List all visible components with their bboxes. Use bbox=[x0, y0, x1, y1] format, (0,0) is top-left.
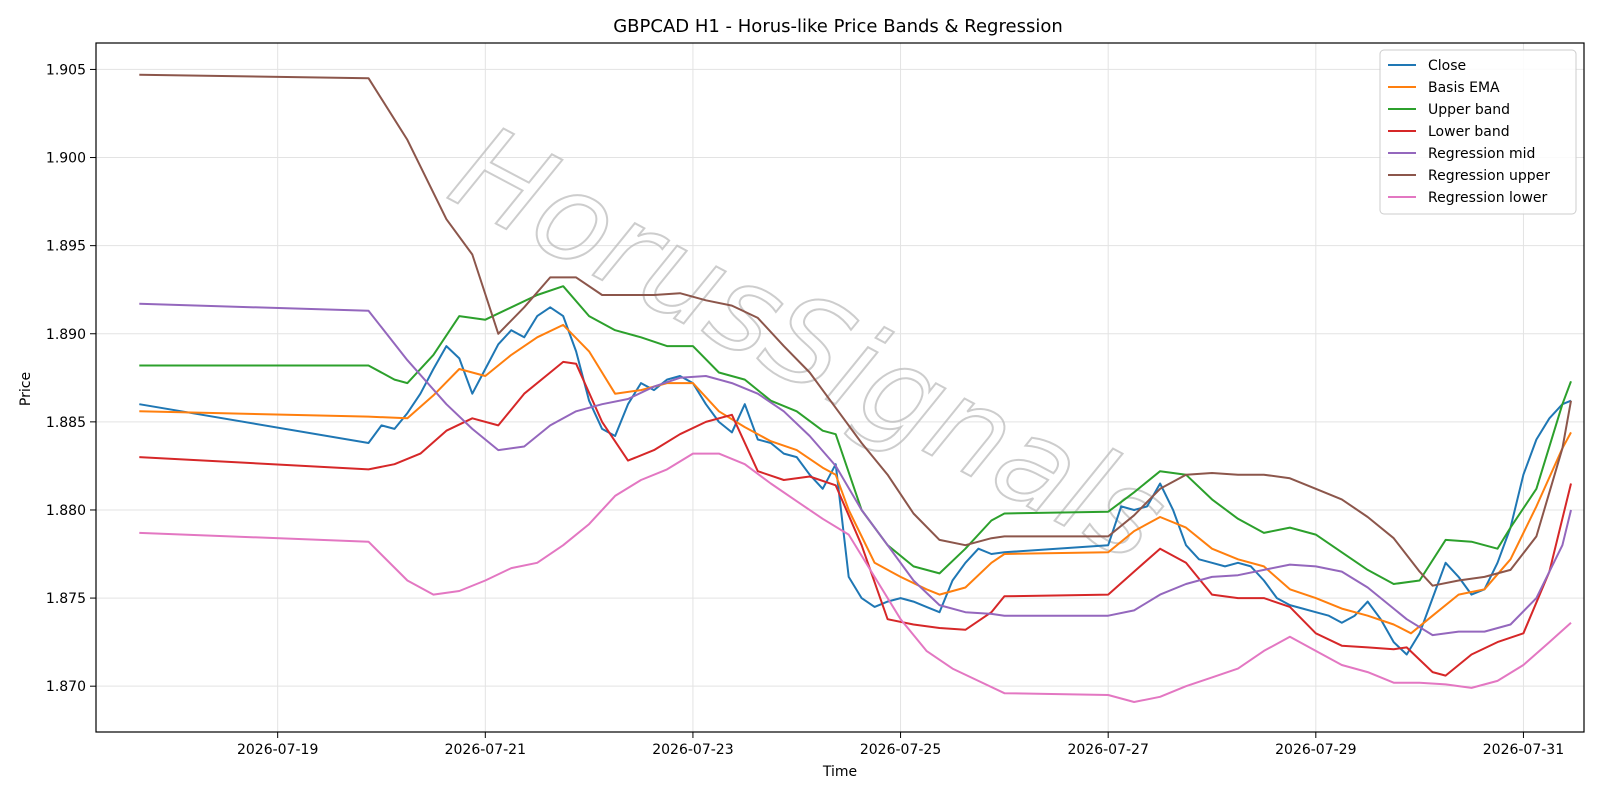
x-tick-label: 2026-07-31 bbox=[1483, 742, 1564, 758]
legend-label: Regression mid bbox=[1428, 146, 1535, 162]
y-tick-label: 1.905 bbox=[46, 62, 86, 78]
series-line-basis-ema bbox=[139, 323, 1572, 635]
series-line-regression-lower bbox=[139, 452, 1572, 703]
y-axis-label: Price bbox=[18, 372, 34, 406]
x-tick-label: 2026-07-21 bbox=[445, 742, 526, 758]
legend-label: Regression lower bbox=[1428, 190, 1548, 206]
y-tick-label: 1.885 bbox=[46, 415, 86, 431]
x-tick-label: 2026-07-19 bbox=[237, 742, 318, 758]
legend-label: Lower band bbox=[1428, 124, 1510, 140]
y-tick-label: 1.870 bbox=[46, 679, 86, 695]
x-tick-label: 2026-07-25 bbox=[860, 742, 941, 758]
series-line-lower-band bbox=[139, 360, 1572, 677]
y-tick-label: 1.900 bbox=[46, 151, 86, 167]
legend-label: Close bbox=[1428, 58, 1466, 74]
legend: Close Basis EMA Upper band Lower band Regres… bbox=[1379, 49, 1577, 215]
series-line-close bbox=[139, 306, 1572, 656]
y-tick-label: 1.890 bbox=[46, 327, 86, 343]
y-tick-label: 1.880 bbox=[46, 503, 86, 519]
series-line-regression-mid bbox=[139, 302, 1572, 637]
series-line-regression-upper bbox=[139, 73, 1572, 587]
x-tick-label: 2026-07-29 bbox=[1275, 742, 1356, 758]
x-axis-label: Time bbox=[822, 764, 857, 780]
legend-label: Regression upper bbox=[1428, 168, 1550, 184]
chart-title: GBPCAD H1 - Horus-like Price Bands & Reg… bbox=[613, 16, 1063, 37]
y-tick-label: 1.875 bbox=[46, 591, 86, 607]
legend-box bbox=[1379, 49, 1577, 215]
x-tick-label: 2026-07-27 bbox=[1067, 742, 1148, 758]
x-tick-label: 2026-07-23 bbox=[652, 742, 733, 758]
legend-label: Upper band bbox=[1428, 102, 1510, 118]
legend-label: Basis EMA bbox=[1428, 80, 1500, 96]
y-tick-label: 1.895 bbox=[46, 239, 86, 255]
plot-frame bbox=[95, 42, 1585, 733]
